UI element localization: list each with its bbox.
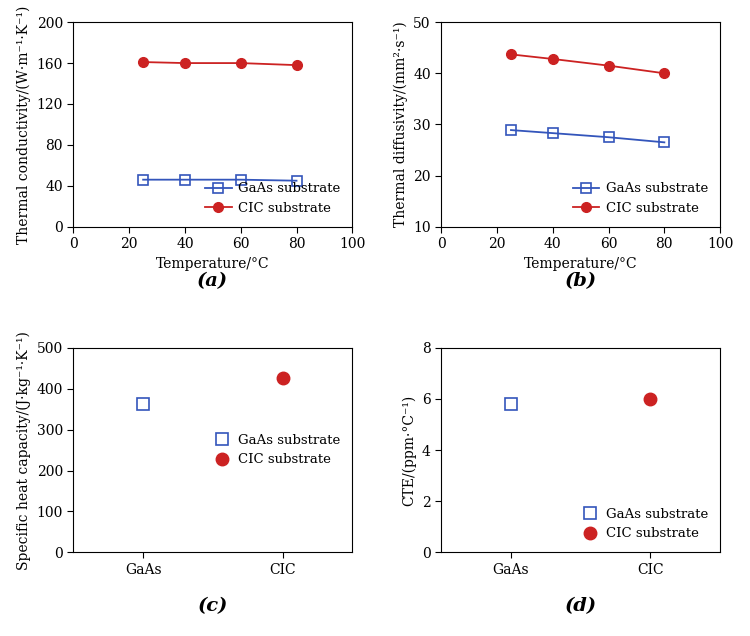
GaAs substrate bbox=[660, 139, 669, 146]
CIC substrate bbox=[236, 59, 245, 67]
GaAs substrate bbox=[506, 127, 515, 134]
GaAs substrate bbox=[604, 134, 613, 141]
Legend: GaAs substrate, CIC substrate: GaAs substrate, CIC substrate bbox=[200, 177, 346, 220]
Legend: GaAs substrate, CIC substrate: GaAs substrate, CIC substrate bbox=[206, 429, 346, 472]
CIC substrate bbox=[660, 69, 669, 77]
GaAs substrate bbox=[292, 177, 301, 184]
Text: (c): (c) bbox=[198, 597, 228, 616]
Y-axis label: CTE/(ppm·°C⁻¹): CTE/(ppm·°C⁻¹) bbox=[402, 394, 416, 506]
Line: GaAs substrate: GaAs substrate bbox=[138, 175, 302, 186]
CIC substrate bbox=[506, 51, 515, 59]
CIC substrate bbox=[604, 62, 613, 69]
GaAs substrate bbox=[139, 176, 148, 184]
CIC substrate bbox=[181, 59, 190, 67]
CIC substrate bbox=[548, 55, 557, 63]
Legend: GaAs substrate, CIC substrate: GaAs substrate, CIC substrate bbox=[574, 502, 713, 546]
Line: CIC substrate: CIC substrate bbox=[506, 50, 669, 78]
CIC substrate bbox=[139, 59, 148, 66]
Line: CIC substrate: CIC substrate bbox=[138, 57, 302, 70]
X-axis label: Temperature/°C: Temperature/°C bbox=[524, 257, 638, 271]
Y-axis label: Thermal diffusivity/(mm²·s⁻¹): Thermal diffusivity/(mm²·s⁻¹) bbox=[393, 22, 408, 227]
X-axis label: Temperature/°C: Temperature/°C bbox=[156, 257, 270, 271]
Text: (b): (b) bbox=[565, 272, 597, 290]
CIC substrate bbox=[292, 61, 301, 69]
Line: GaAs substrate: GaAs substrate bbox=[506, 125, 669, 147]
Text: (d): (d) bbox=[565, 597, 597, 616]
GaAs substrate bbox=[181, 176, 190, 184]
Y-axis label: Thermal conductivity/(W·m⁻¹·K⁻¹): Thermal conductivity/(W·m⁻¹·K⁻¹) bbox=[16, 5, 31, 244]
GaAs substrate bbox=[548, 129, 557, 137]
Legend: GaAs substrate, CIC substrate: GaAs substrate, CIC substrate bbox=[568, 177, 713, 220]
Text: (a): (a) bbox=[197, 272, 229, 290]
GaAs substrate bbox=[236, 176, 245, 184]
Y-axis label: Specific heat capacity/(J·kg⁻¹·K⁻¹): Specific heat capacity/(J·kg⁻¹·K⁻¹) bbox=[16, 331, 31, 569]
